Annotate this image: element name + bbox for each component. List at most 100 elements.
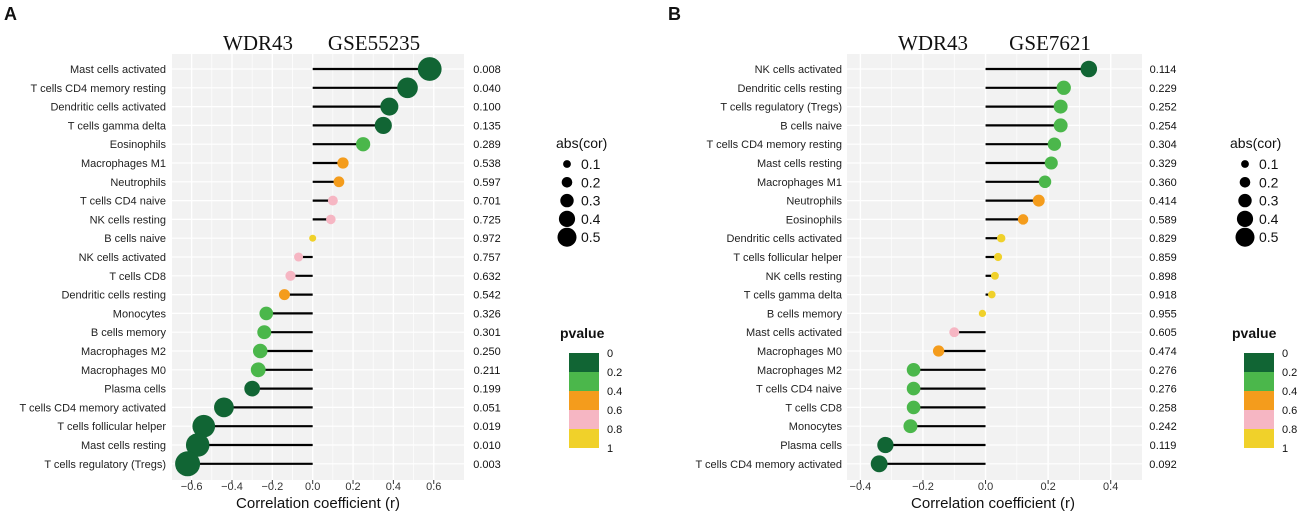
lollipop-dot <box>932 345 945 357</box>
legend-size-dot <box>563 160 571 168</box>
lollipop-dot <box>244 380 261 397</box>
category-label: Dendritic cells activated <box>50 102 166 114</box>
panel-label-b: B <box>668 4 681 24</box>
lollipop-dot <box>991 271 999 280</box>
pvalue-label: 0.972 <box>473 233 501 245</box>
pvalue-label: 0.632 <box>473 271 501 283</box>
pvalue-label: 0.276 <box>1149 384 1177 396</box>
pvalue-label: 0.542 <box>473 290 501 302</box>
legend-size-label: 0.2 <box>581 174 601 190</box>
legend-color-swatch <box>569 429 599 448</box>
category-label: Macrophages M0 <box>757 346 842 358</box>
panel-a: A WDR43 GSE55235 Mast cells activated 0.0… <box>4 4 501 512</box>
x-tick-label: 0.4 <box>386 481 401 493</box>
lollipop-dot <box>949 327 960 338</box>
lollipop-dot <box>333 176 345 188</box>
lollipop-dot <box>337 157 349 169</box>
legend-size-dot <box>1238 193 1252 208</box>
category-label: Dendritic cells resting <box>61 290 166 302</box>
category-label: NK cells resting <box>766 271 842 283</box>
legend-size-label: 0.3 <box>581 193 601 209</box>
legend-size-label: 0.1 <box>1259 156 1279 172</box>
pvalue-label: 0.252 <box>1149 102 1177 114</box>
pvalue-label: 0.211 <box>474 365 501 377</box>
lollipop-dot <box>257 325 272 340</box>
legend-color-label: 0.8 <box>607 424 622 436</box>
lollipop-dot <box>327 195 338 206</box>
panel-a-plot: Mast cells activated 0.008 T cells CD4 mem… <box>19 54 501 493</box>
lollipop-dot <box>250 362 266 378</box>
category-label: Eosinophils <box>786 214 843 226</box>
lollipop-dot <box>906 381 921 396</box>
panel-a-dataset-title: GSE55235 <box>328 31 420 55</box>
pvalue-label: 0.258 <box>1149 402 1177 414</box>
category-label: Monocytes <box>113 308 167 320</box>
pvalue-label: 0.010 <box>473 440 501 452</box>
panel-b-gene-title: WDR43 <box>898 31 968 55</box>
lollipop-dot <box>1032 194 1045 207</box>
pvalue-label: 0.250 <box>473 346 501 358</box>
lollipop-dot <box>1038 175 1052 189</box>
legend-size-label: 0.1 <box>581 156 601 172</box>
legend-size-label: 0.2 <box>1259 174 1279 190</box>
pvalue-label: 0.008 <box>473 64 501 76</box>
category-label: Monocytes <box>789 421 843 433</box>
category-label: Eosinophils <box>110 139 167 151</box>
lollipop-dot <box>903 419 918 434</box>
pvalue-label: 0.019 <box>473 421 501 433</box>
lollipop-dot <box>259 306 274 321</box>
lollipop-dot <box>988 290 996 299</box>
legend-color-label: 0 <box>1282 348 1288 360</box>
panel-a-x-axis-title: Correlation coefficient (r) <box>236 495 400 512</box>
x-tick-label: 0.4 <box>1103 481 1118 493</box>
pvalue-label: 0.326 <box>473 308 501 320</box>
x-tick-label: −0.4 <box>221 481 243 493</box>
lollipop-dot <box>877 436 894 454</box>
lollipop-dot <box>294 252 304 262</box>
category-label: Neutrophils <box>786 196 842 208</box>
pvalue-label: 0.474 <box>1149 346 1177 358</box>
pvalue-label: 0.757 <box>473 252 501 264</box>
lollipop-dot <box>1056 80 1071 95</box>
x-tick-label: −0.2 <box>261 481 283 493</box>
category-label: T cells CD4 naive <box>80 196 166 208</box>
category-label: B cells naive <box>780 120 842 132</box>
legend-a-color-title: pvalue <box>560 325 605 341</box>
lollipop-dot <box>356 137 371 152</box>
pvalue-label: 0.414 <box>1149 196 1177 208</box>
panel-b: B WDR43 GSE7621 NK cells activated 0.114 D… <box>668 4 1177 512</box>
lollipop-dot <box>1053 118 1068 133</box>
category-label: T cells follicular helper <box>733 252 842 264</box>
pvalue-label: 0.100 <box>473 102 501 114</box>
x-tick-label: 0.6 <box>426 481 441 493</box>
panel-a-legend: abs(cor) 0.1 0.2 0.3 0.4 0.5 pvalue 0 0.2 0.4 0… <box>556 135 622 455</box>
x-tick-label: −0.2 <box>912 481 934 493</box>
panel-b-x-axis-title: Correlation coefficient (r) <box>911 495 1075 512</box>
plot-background <box>847 54 1142 480</box>
legend-size-dot <box>1236 210 1254 227</box>
legend-b-size-title: abs(cor) <box>1230 135 1281 151</box>
panel-b-plot: NK cells activated 0.114 Dendritic cells r… <box>695 54 1177 493</box>
pvalue-label: 0.725 <box>473 214 501 226</box>
lollipop-dot <box>214 397 234 418</box>
legend-a-size-title: abs(cor) <box>556 135 607 151</box>
plot-background <box>172 54 464 480</box>
category-label: B cells memory <box>767 308 843 320</box>
pvalue-label: 0.605 <box>1149 327 1177 339</box>
legend-size-dot <box>1241 160 1249 168</box>
pvalue-label: 0.955 <box>1149 308 1177 320</box>
pvalue-label: 0.304 <box>1149 139 1177 151</box>
lollipop-dot <box>285 270 296 281</box>
category-label: T cells CD4 memory resting <box>707 139 843 151</box>
pvalue-label: 0.199 <box>473 384 501 396</box>
category-label: Neutrophils <box>110 177 166 189</box>
legend-b-color-title: pvalue <box>1232 325 1277 341</box>
pvalue-label: 0.276 <box>1149 365 1177 377</box>
panel-label-a: A <box>4 4 17 24</box>
legend-color-label: 0.6 <box>607 405 622 417</box>
legend-size-label: 0.5 <box>1259 229 1279 245</box>
legend-color-swatch <box>1244 429 1274 448</box>
lollipop-dot <box>1044 156 1058 170</box>
legend-color-label: 0.2 <box>1282 367 1297 379</box>
legend-size-label: 0.5 <box>581 229 601 245</box>
